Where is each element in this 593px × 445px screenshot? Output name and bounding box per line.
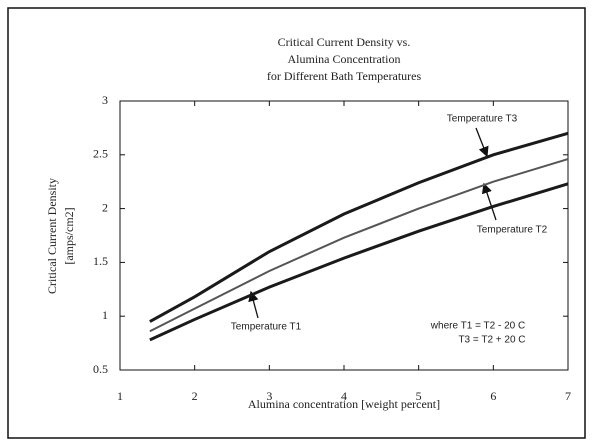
y-tick-label: 1.5 <box>93 254 108 268</box>
y-tick-label: 0.5 <box>93 362 108 376</box>
x-tick-label: 7 <box>565 389 571 403</box>
series-line <box>149 131 569 323</box>
x-tick-label: 4 <box>341 389 347 403</box>
arrow <box>475 127 489 158</box>
series-label: Temperature T3 <box>447 114 518 125</box>
series-line <box>149 158 569 333</box>
x-tick-label: 3 <box>266 389 272 403</box>
x-tick-label: 1 <box>117 389 123 403</box>
x-tick-label: 6 <box>490 389 496 403</box>
note: T3 = T2 + 20 C <box>458 335 525 346</box>
y-tick-label: 3 <box>102 93 108 107</box>
note: where T1 = T2 - 20 C <box>430 321 525 332</box>
series-line <box>149 182 569 342</box>
x-axis-label: Alumina concentration [weight percent] <box>248 397 440 411</box>
chart-title: for Different Bath Temperatures <box>267 69 422 83</box>
x-tick-label: 2 <box>192 389 198 403</box>
y-axis-label: [amps/cm2] <box>62 207 76 264</box>
arrow <box>481 182 497 221</box>
series-label: Temperature T1 <box>231 322 302 333</box>
frame <box>7 7 586 439</box>
x-tick-label: 5 <box>416 389 422 403</box>
y-axis-label: Critical Current Density <box>45 178 59 294</box>
series-label: Temperature T2 <box>477 225 548 236</box>
arrow <box>248 290 259 319</box>
y-tick-label: 1 <box>102 308 108 322</box>
chart-title: Critical Current Density vs. <box>278 35 411 49</box>
y-tick-label: 2 <box>102 200 108 214</box>
y-tick-label: 2.5 <box>93 147 108 161</box>
chart-title: Alumina Concentration <box>288 52 401 66</box>
